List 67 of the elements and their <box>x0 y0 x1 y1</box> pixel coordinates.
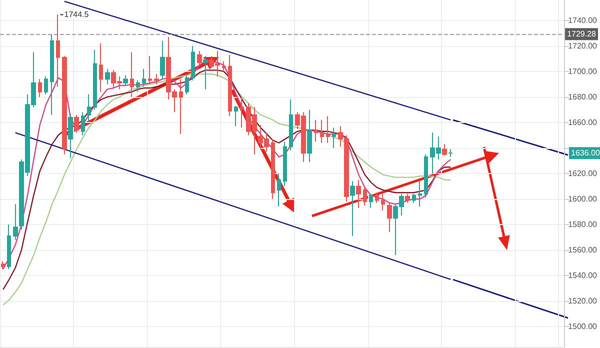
candlestick <box>13 204 18 240</box>
candlestick <box>185 74 189 95</box>
y-tick-label: 1680.00 <box>568 92 598 102</box>
y-tick-label: 1660.00 <box>568 118 598 127</box>
y-tick-label: 1560.00 <box>568 246 598 255</box>
candlestick <box>191 45 195 81</box>
text: 1636.00 <box>571 148 600 158</box>
y-tick-label: 1620.00 <box>568 169 598 178</box>
candlestick <box>234 105 238 127</box>
candlestick <box>307 109 312 163</box>
y-tick-label: 1580.00 <box>568 220 598 230</box>
candlestick <box>81 112 85 136</box>
candlestick <box>160 40 165 80</box>
candlestick <box>332 127 336 148</box>
y-tick-label: 1520.00 <box>568 296 598 306</box>
candlestick <box>271 138 275 200</box>
y-tick-label: 1600.00 <box>568 194 598 204</box>
candlestick <box>387 202 392 233</box>
candlestick <box>289 99 293 152</box>
candlestick <box>448 148 453 158</box>
candlestick <box>363 187 367 206</box>
candlestick <box>136 80 140 92</box>
candlestick <box>283 141 287 187</box>
candlestick <box>62 56 67 155</box>
candlestick <box>93 49 97 110</box>
annotation: 1744.5 <box>64 10 90 20</box>
candlestick <box>74 114 79 134</box>
candlestick <box>424 154 428 198</box>
candlestick <box>68 114 73 159</box>
candlestick <box>320 119 324 144</box>
candlestick <box>197 50 202 66</box>
candlestick <box>38 78 42 98</box>
y-tick-label: 1540.00 <box>568 271 598 280</box>
candlestick <box>99 42 103 92</box>
candlestick <box>179 78 183 134</box>
y-tick-label: 1740.00 <box>568 16 598 25</box>
candlestick <box>418 180 422 208</box>
candlestick <box>375 192 379 204</box>
candlestick <box>154 73 159 85</box>
candlestick <box>203 56 208 90</box>
candlestick <box>405 193 410 204</box>
candlestick <box>381 193 385 211</box>
candlestick <box>240 96 244 128</box>
candlestick <box>277 173 281 208</box>
candlestick <box>7 224 11 270</box>
candlestick <box>222 60 226 72</box>
candlestick <box>314 119 318 142</box>
candlestick <box>123 74 128 86</box>
candlestick <box>228 54 232 117</box>
candlestick <box>356 179 361 208</box>
y-tick-label: 1720.00 <box>568 41 598 50</box>
candlestick <box>326 116 330 144</box>
y-tick-label: 1700.00 <box>568 66 598 76</box>
candlestick <box>148 56 152 85</box>
candlestick <box>44 76 48 95</box>
candlestick <box>50 34 54 116</box>
candlestick <box>350 180 355 237</box>
candlestick <box>369 193 373 208</box>
candlestick <box>130 52 134 98</box>
candlestick <box>142 68 146 88</box>
y-tick-label: 1500.00 <box>568 322 598 332</box>
candlestick <box>105 68 110 85</box>
candlestick <box>1 261 5 270</box>
candlestick <box>442 144 447 156</box>
candlestick <box>87 94 91 122</box>
ref-line-label: 1729.28 <box>567 30 597 39</box>
candlestick <box>412 193 416 204</box>
